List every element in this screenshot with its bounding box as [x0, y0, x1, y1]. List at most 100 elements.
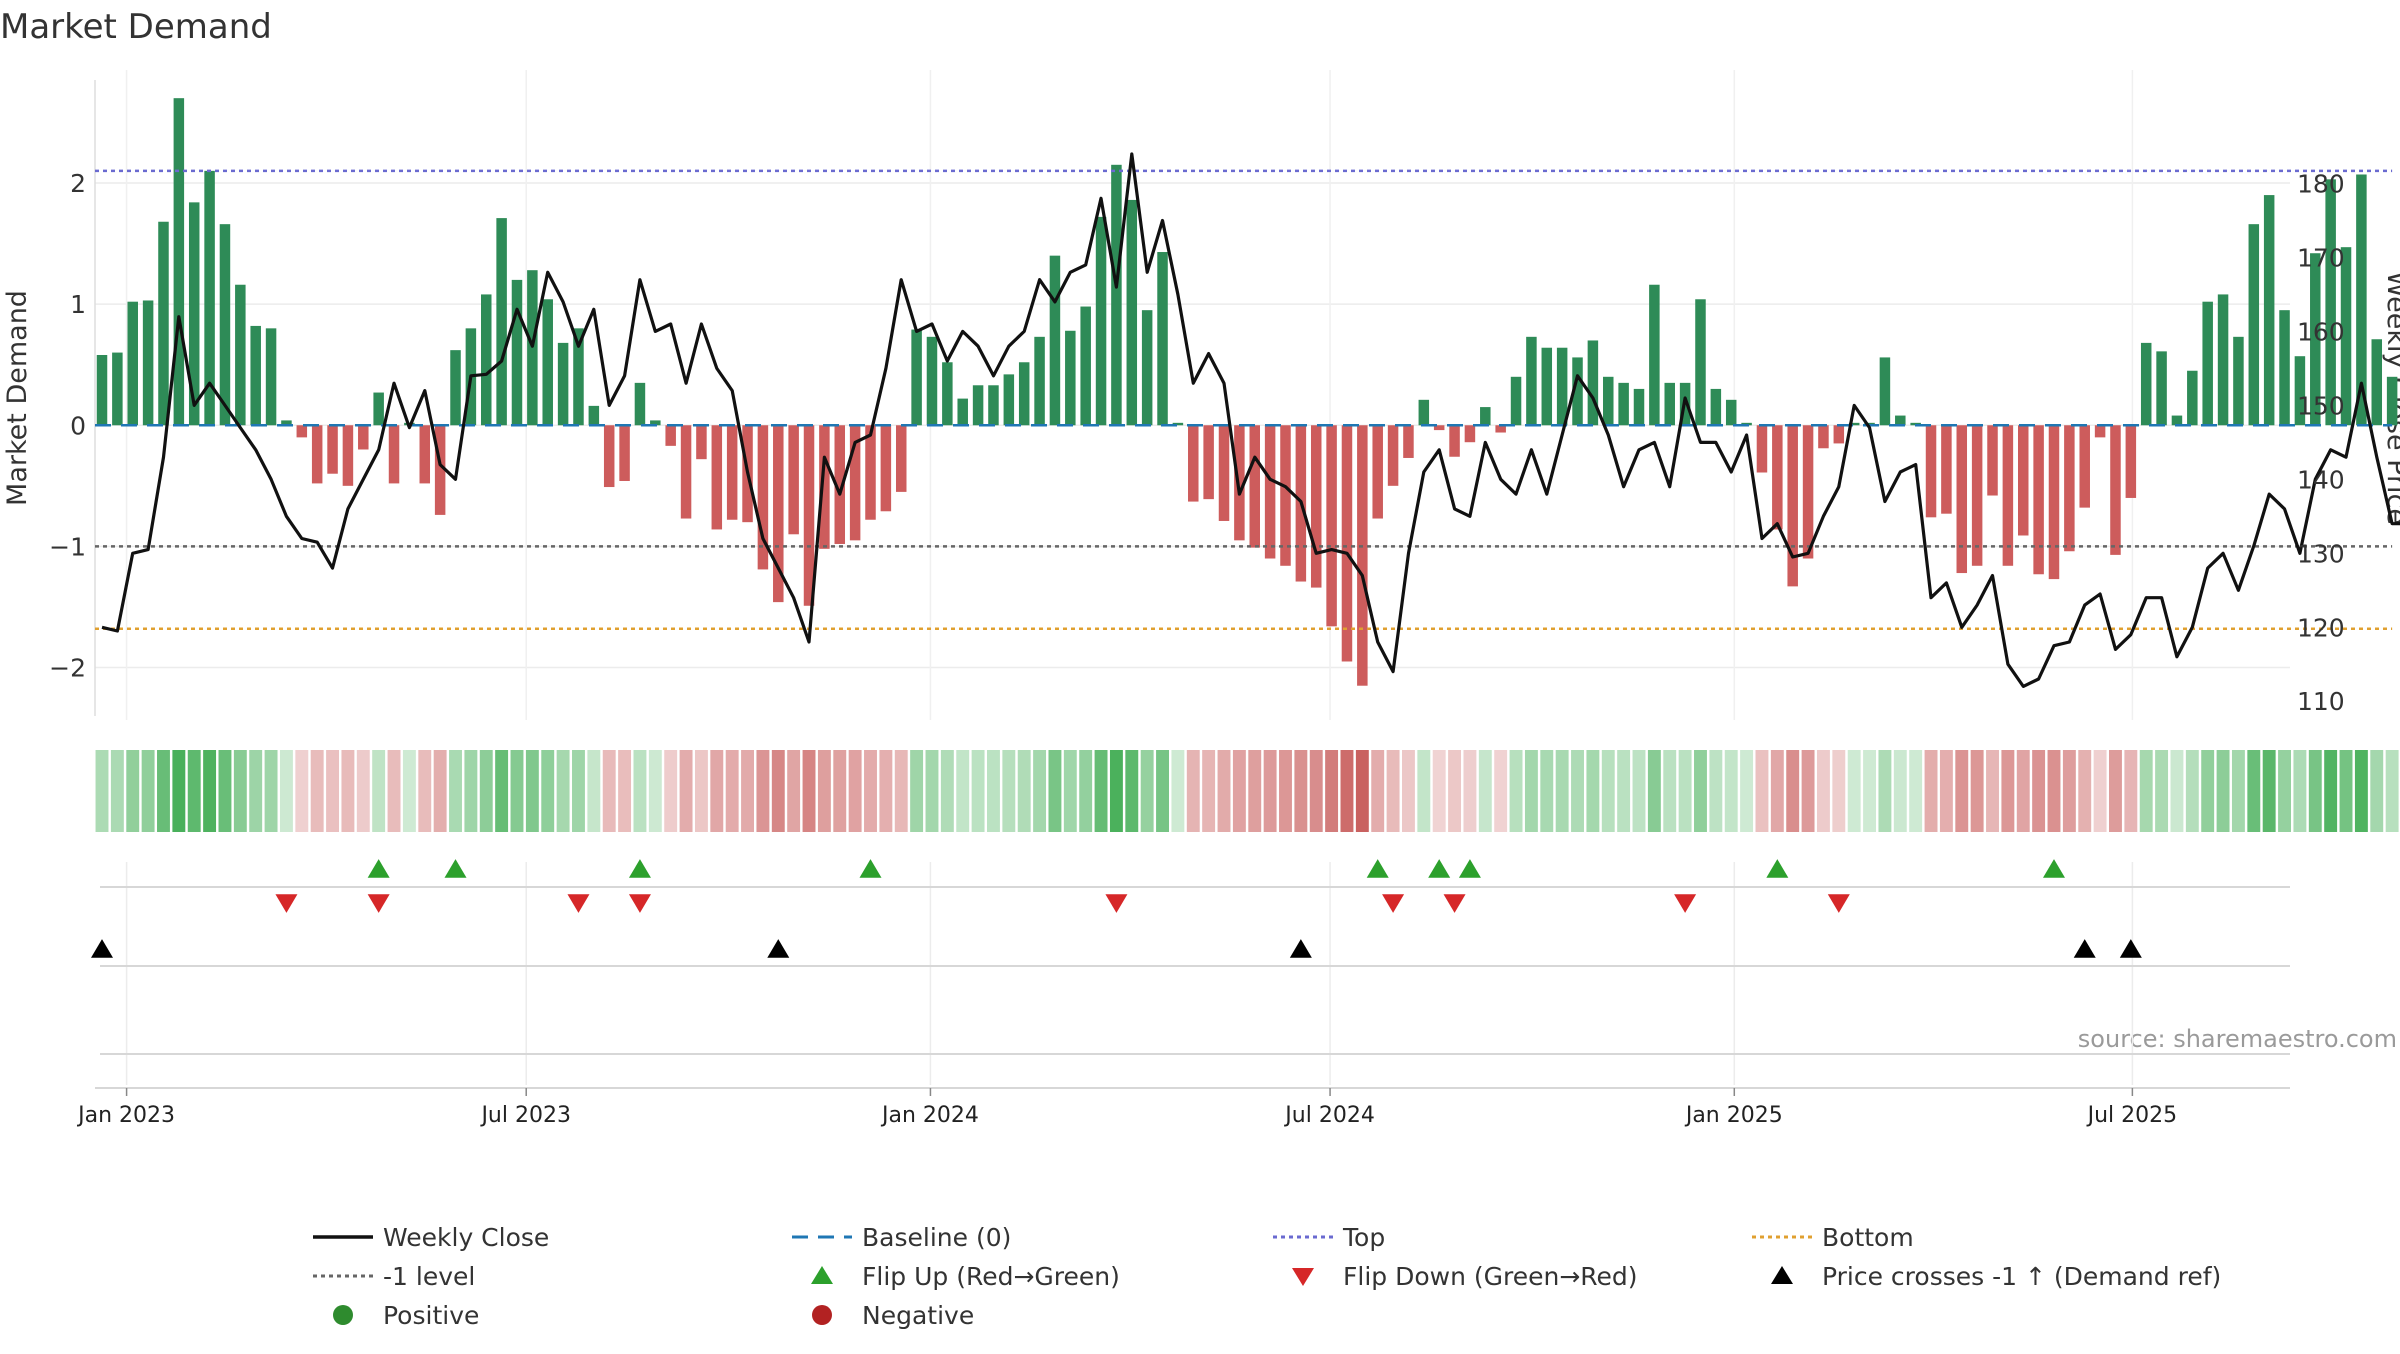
demand-bar-positive: [2340, 247, 2352, 426]
heat-cell: [1494, 750, 1508, 832]
heat-cell: [2093, 750, 2107, 832]
demand-bar-positive: [2279, 310, 2290, 426]
demand-bar-positive: [1157, 252, 1168, 426]
x-tick-label: Jul 2025: [2086, 1103, 2178, 1128]
legend-flip-down-icon: [1292, 1268, 1314, 1286]
heat-cell: [741, 750, 754, 832]
heat-cell: [1033, 750, 1047, 832]
heat-cell: [187, 750, 201, 832]
demand-bar-positive: [373, 392, 384, 426]
heat-cell: [1816, 750, 1830, 832]
heat-cell: [1478, 750, 1492, 832]
demand-bar-positive: [1649, 284, 1660, 426]
heat-cell: [2293, 750, 2307, 832]
heat-cell: [1601, 750, 1615, 832]
demand-bar-positive: [2233, 336, 2244, 426]
heat-cell: [1663, 750, 1677, 832]
demand-bar-positive: [142, 300, 154, 426]
heat-cell: [2216, 750, 2230, 832]
demand-bar-negative: [1310, 425, 1322, 588]
flip-down-marker: [1827, 894, 1850, 913]
demand-bar-negative: [1188, 425, 1199, 502]
flip-down-marker: [628, 894, 651, 913]
legend-label: Negative: [862, 1301, 974, 1330]
x-tick-label: Jan 2024: [880, 1103, 979, 1128]
heat-cell: [1571, 750, 1584, 832]
heat-cell: [987, 750, 1000, 832]
heat-cell: [1340, 750, 1354, 832]
flip-down-marker: [567, 894, 590, 913]
demand-bar-positive: [1541, 347, 1553, 426]
demand-bar-negative: [342, 425, 354, 486]
demand-bar-negative: [327, 425, 338, 474]
demand-bar-positive: [511, 279, 523, 426]
heat-cell: [971, 750, 985, 832]
y-tick-label: 1: [70, 290, 86, 319]
demand-bar-positive: [2187, 370, 2198, 426]
heat-cell: [2339, 750, 2353, 832]
demand-bar-negative: [1387, 425, 1399, 486]
heat-cell: [356, 750, 370, 832]
heat-cell: [449, 750, 462, 832]
heat-cell: [2354, 750, 2368, 832]
legend-label: Flip Up (Red→Green): [862, 1262, 1120, 1291]
heat-cell: [1217, 750, 1231, 832]
demand-bar-positive: [204, 170, 215, 426]
demand-bar-negative: [603, 425, 615, 488]
demand-bar-positive: [1418, 399, 1430, 426]
legend-item-flip_down: Flip Down (Green→Red): [1292, 1262, 1638, 1291]
demand-bar-negative: [1925, 425, 1937, 518]
heat-cell: [1325, 750, 1339, 832]
demand-bar-positive: [2386, 376, 2398, 426]
flip-up-marker: [367, 859, 390, 878]
demand-bar-negative: [1203, 425, 1214, 500]
heat-cell: [771, 750, 785, 832]
demand-bar-positive: [557, 342, 569, 426]
heat-cell: [510, 750, 524, 832]
heat-cell: [710, 750, 724, 832]
flip-up-marker: [859, 859, 882, 878]
heat-cell: [341, 750, 355, 832]
heat-cell: [1555, 750, 1569, 832]
heat-cell: [633, 750, 647, 832]
heat-cell: [2231, 750, 2245, 832]
demand-bar-negative: [358, 425, 369, 450]
demand-bar-positive: [250, 325, 261, 426]
demand-bar-positive: [634, 382, 646, 426]
demand-bar-negative: [1326, 425, 1337, 627]
demand-bar-positive: [481, 294, 492, 426]
demand-bar-positive: [1003, 374, 1015, 426]
demand-bar-positive: [2248, 224, 2260, 426]
legend-label: Positive: [383, 1301, 479, 1330]
demand-bar-positive: [219, 224, 231, 426]
legend-label: Weekly Close: [383, 1223, 549, 1252]
demand-bar-negative: [819, 425, 830, 549]
heat-cell: [2308, 750, 2322, 832]
heat-cell: [694, 750, 708, 832]
demand-bar-negative: [419, 425, 431, 484]
demand-bar-negative: [619, 425, 630, 481]
demand-bar-positive: [1695, 299, 1706, 426]
heat-cell: [1801, 750, 1815, 832]
heat-cell: [249, 750, 263, 832]
legend-item-flip_up: Flip Up (Red→Green): [811, 1262, 1120, 1291]
y-tick-label: 0: [70, 411, 86, 440]
heat-cell: [1586, 750, 1600, 832]
heat-cell: [1140, 750, 1154, 832]
flip-down-marker: [275, 894, 298, 913]
heat-cell: [1401, 750, 1415, 832]
heat-cell: [1847, 750, 1861, 832]
heat-cell: [1094, 750, 1108, 832]
demand-bar-negative: [726, 425, 738, 520]
y-axis-label: Market Demand: [2, 290, 33, 506]
heat-cell: [2001, 750, 2015, 832]
demand-bar-negative: [1818, 425, 1829, 449]
demand-bar-positive: [1111, 164, 1122, 426]
demand-bar-positive: [1095, 216, 1107, 426]
flip-down-marker: [1443, 894, 1466, 913]
demand-bar-positive: [1080, 306, 1091, 426]
y-right-tick-label: 150: [2297, 391, 2345, 420]
demand-bar-positive: [2325, 179, 2336, 426]
heat-cell: [664, 750, 678, 832]
demand-bar-positive: [1664, 382, 1675, 426]
